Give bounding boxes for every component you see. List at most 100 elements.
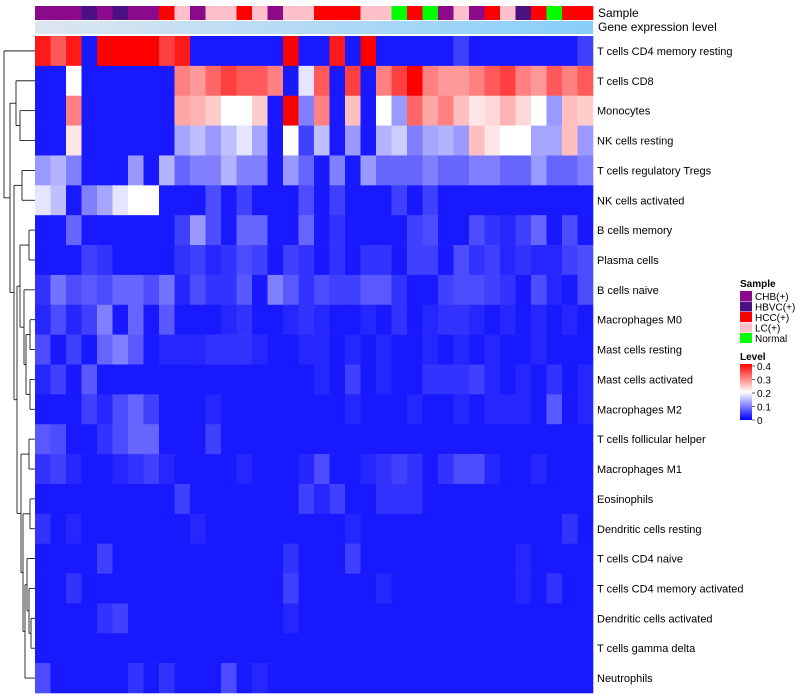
heatmap-cell: [546, 155, 563, 186]
heatmap-cell: [236, 215, 253, 246]
heatmap-cell: [546, 215, 563, 246]
heatmap-cell: [298, 543, 315, 574]
heatmap-cell: [283, 155, 299, 186]
heatmap-cell: [298, 603, 315, 634]
row-dendrogram: [3, 50, 35, 679]
heatmap-cell: [469, 364, 485, 395]
sample-legend-label: HCC(+): [755, 313, 789, 324]
heatmap-cell: [143, 394, 160, 425]
heatmap-cell: [562, 394, 578, 425]
heatmap-cell: [484, 483, 501, 515]
heatmap-cell: [391, 573, 408, 604]
heatmap-cell: [35, 364, 51, 395]
heatmap-cell: [283, 215, 299, 246]
heatmap-cell: [112, 573, 129, 604]
heatmap-cell: [283, 573, 299, 604]
heatmap-cell: [314, 215, 330, 246]
heatmap-cell: [97, 304, 113, 335]
heatmap-cell: [469, 155, 485, 186]
heatmap-cell: [205, 185, 222, 216]
heatmap-cell: [283, 633, 299, 664]
row-label: Dendritic cells activated: [597, 613, 713, 625]
heatmap-cell: [422, 95, 439, 126]
heatmap-cell: [469, 603, 485, 634]
heatmap-cell: [391, 454, 408, 485]
heatmap-cell: [329, 454, 346, 485]
heatmap-cell: [283, 36, 299, 67]
sample-annotation-cell: [35, 6, 51, 20]
heatmap-cell: [236, 663, 253, 694]
heatmap-cell: [345, 633, 361, 664]
heatmap-cell: [469, 245, 485, 276]
heatmap-cell: [252, 663, 268, 694]
heatmap-cell: [531, 424, 547, 455]
heatmap-cell: [360, 274, 377, 306]
heatmap-cell: [252, 364, 268, 395]
heatmap-cell: [515, 125, 532, 156]
sample-annotation-label: Sample: [598, 6, 639, 20]
heatmap-cell: [531, 155, 547, 186]
heatmap-cell: [267, 663, 284, 694]
heatmap-cell: [298, 36, 315, 67]
heatmap-cell: [97, 215, 113, 246]
heatmap-cell: [159, 633, 175, 664]
heatmap-cell: [143, 454, 160, 485]
sample-legend-swatch: [740, 322, 752, 333]
heatmap-cell: [252, 633, 268, 664]
heatmap-cell: [159, 483, 175, 515]
heatmap-cell: [531, 513, 547, 544]
heatmap-cell: [360, 36, 377, 67]
heatmap-cell: [531, 454, 547, 485]
heatmap-cell: [50, 483, 67, 515]
heatmap-cell: [376, 304, 392, 335]
heatmap-cell: [438, 65, 454, 97]
heatmap-cell: [205, 245, 222, 276]
heatmap-cell: [97, 603, 113, 634]
heatmap-cell: [515, 215, 532, 246]
heatmap-cell: [221, 513, 237, 544]
heatmap-cell: [128, 274, 144, 306]
heatmap-cell: [66, 215, 82, 246]
heatmap-cell: [407, 36, 423, 67]
heatmap-cell: [438, 603, 454, 634]
heatmap-cell: [112, 185, 129, 216]
level-tick-label: 0: [757, 416, 763, 427]
heatmap-cell: [112, 304, 129, 335]
heatmap-cell: [143, 95, 160, 126]
heatmap-cell: [360, 663, 377, 694]
heatmap-cell: [298, 424, 315, 455]
sample-annotation-cell: [314, 6, 330, 20]
heatmap-cell: [236, 483, 253, 515]
heatmap-cell: [190, 573, 206, 604]
heatmap-cell: [112, 215, 129, 246]
row-label: B cells memory: [597, 225, 673, 237]
heatmap-cell: [562, 663, 578, 694]
heatmap-cell: [298, 334, 315, 365]
heatmap-cell: [298, 155, 315, 186]
heatmap-cell: [143, 573, 160, 604]
heatmap-cell: [577, 245, 594, 276]
sample-annotation-cell: [128, 6, 144, 20]
heatmap-cell: [562, 65, 578, 97]
heatmap-cell: [422, 633, 439, 664]
heatmap-cell: [562, 155, 578, 186]
heatmap-cell: [128, 663, 144, 694]
heatmap-cell: [577, 274, 594, 306]
heatmap-cell: [81, 394, 98, 425]
heatmap-cell: [66, 274, 82, 306]
heatmap-cell: [484, 424, 501, 455]
heatmap-cell: [438, 483, 454, 515]
heatmap-cell: [531, 483, 547, 515]
heatmap-cell: [205, 603, 222, 634]
heatmap-cell: [329, 304, 346, 335]
sample-legend-swatch: [740, 333, 752, 343]
sample-annotation-cell: [66, 6, 82, 20]
heatmap-cell: [329, 364, 346, 395]
heatmap-cell: [577, 543, 594, 574]
heatmap-cell: [360, 304, 377, 335]
heatmap-cell: [314, 454, 330, 485]
heatmap-cell: [345, 394, 361, 425]
heatmap-cell: [221, 364, 237, 395]
heatmap-cell: [391, 334, 408, 365]
heatmap-cell: [81, 454, 98, 485]
